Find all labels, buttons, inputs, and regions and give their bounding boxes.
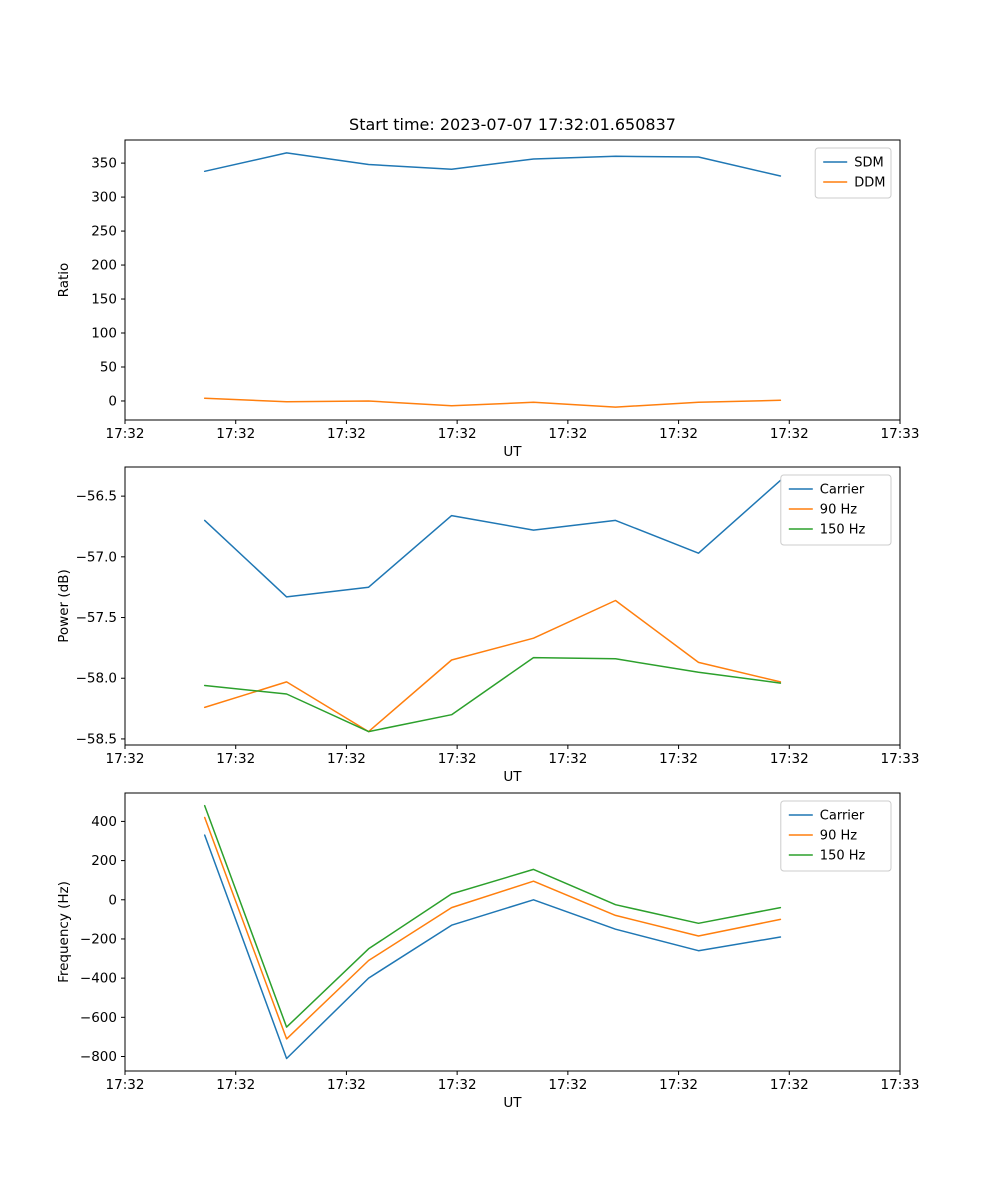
y-tick-label: −58.5	[76, 731, 117, 747]
y-tick-label: −400	[80, 971, 117, 987]
legend-box	[780, 800, 892, 872]
legend-label: 90 Hz	[820, 829, 857, 844]
legend-label: Carrier	[820, 809, 865, 824]
x-tick-label: 17:32	[106, 1077, 145, 1093]
x-tick-label: 17:33	[881, 426, 920, 442]
x-tick-label: 17:32	[216, 426, 255, 442]
y-axis-label: Ratio	[56, 263, 72, 298]
x-tick-label: 17:33	[881, 1077, 920, 1093]
series-line-150-hz	[203, 804, 782, 1028]
x-tick-label: 17:32	[327, 426, 366, 442]
y-tick-label: −57.5	[76, 610, 117, 626]
y-tick-label: 250	[91, 224, 117, 240]
legend-label: 90 Hz	[820, 503, 857, 518]
y-tick-label: 50	[100, 359, 117, 375]
y-tick-label: 350	[91, 156, 117, 172]
legend-box	[814, 147, 892, 199]
x-tick-label: 17:32	[216, 1077, 255, 1093]
x-tick-label: 17:32	[438, 1077, 477, 1093]
series-line-carrier	[203, 834, 782, 1060]
x-tick-label: 17:32	[216, 751, 255, 767]
series-line-carrier	[203, 479, 782, 598]
subplot-0: Start time: 2023-07-07 17:32:01.650837 0 5…	[56, 115, 919, 460]
y-tick-label: 200	[91, 853, 117, 869]
subplot-1: −58.5 −58.0 −57.5 −57.0 −56.5 17:32 17:32 17:32…	[56, 466, 920, 785]
x-tick-label: 17:32	[106, 751, 145, 767]
x-tick-label: 17:32	[770, 426, 809, 442]
x-tick-label: 17:32	[770, 751, 809, 767]
x-tick-label: 17:32	[548, 426, 587, 442]
x-tick-label: 17:32	[438, 426, 477, 442]
x-tick-label: 17:32	[327, 751, 366, 767]
x-axis-label: UT	[503, 1095, 522, 1111]
axes-frame	[124, 139, 901, 421]
axes-frame	[124, 792, 901, 1072]
legend-label: DDM	[854, 176, 885, 191]
series-line-sdm	[203, 152, 782, 177]
series-line-ddm	[203, 397, 782, 408]
legend: SDM DDM	[814, 147, 892, 199]
subplot-2: −800 −600 −400 −200 0 200 400 17:32 17:32 17:32 17…	[56, 792, 920, 1111]
x-tick-label: 17:32	[659, 426, 698, 442]
x-tick-label: 17:32	[659, 1077, 698, 1093]
series-line-150-hz	[203, 656, 782, 733]
legend-label: Carrier	[820, 483, 865, 498]
series-line-90-hz	[203, 599, 782, 733]
x-tick-label: 17:33	[881, 751, 920, 767]
legend-box	[780, 474, 892, 546]
y-tick-label: 100	[91, 326, 117, 342]
y-axis-label: Frequency (Hz)	[56, 881, 72, 983]
x-tick-label: 17:32	[659, 751, 698, 767]
x-tick-label: 17:32	[106, 426, 145, 442]
y-tick-label: 0	[108, 393, 117, 409]
x-tick-label: 17:32	[438, 751, 477, 767]
x-tick-label: 17:32	[770, 1077, 809, 1093]
y-tick-label: −200	[80, 931, 117, 947]
y-tick-label: −58.0	[76, 671, 117, 687]
x-tick-label: 17:32	[548, 751, 587, 767]
x-axis-label: UT	[503, 444, 522, 460]
legend-label: 150 Hz	[820, 849, 866, 864]
y-tick-label: −600	[80, 1010, 117, 1026]
y-tick-label: 400	[91, 814, 117, 830]
x-tick-label: 17:32	[327, 1077, 366, 1093]
legend-label: 150 Hz	[820, 523, 866, 538]
axes-frame	[124, 466, 901, 746]
y-tick-label: 0	[108, 892, 117, 908]
y-tick-label: 200	[91, 258, 117, 274]
y-tick-label: 300	[91, 190, 117, 206]
chart-title: Start time: 2023-07-07 17:32:01.650837	[349, 115, 676, 134]
y-tick-label: −800	[80, 1049, 117, 1065]
x-axis-label: UT	[503, 769, 522, 785]
x-tick-label: 17:32	[548, 1077, 587, 1093]
y-tick-label: −57.0	[76, 549, 117, 565]
legend-label: SDM	[854, 156, 883, 171]
legend: Carrier 90 Hz 150 Hz	[780, 474, 892, 546]
legend: Carrier 90 Hz 150 Hz	[780, 800, 892, 872]
series-line-90-hz	[203, 816, 782, 1040]
y-axis-label: Power (dB)	[56, 569, 72, 642]
y-tick-label: 150	[91, 292, 117, 308]
y-tick-label: −56.5	[76, 489, 117, 505]
